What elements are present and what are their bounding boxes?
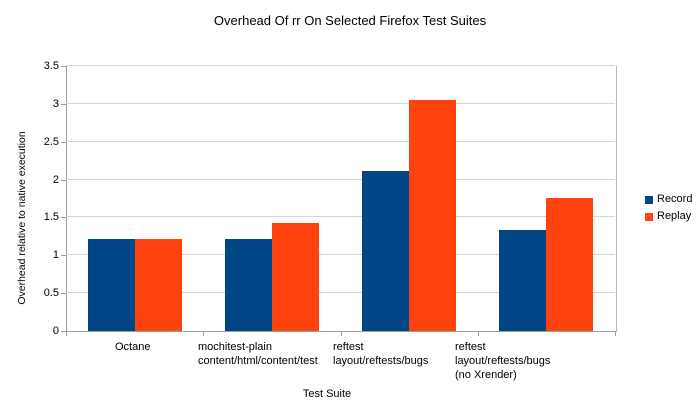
category-label-line: reftest xyxy=(455,341,486,353)
y-tick-label: 1 xyxy=(52,249,59,262)
category-label-line: reftest xyxy=(333,341,364,353)
y-tick-label: 3 xyxy=(52,97,59,110)
category-label-line: content/html/content/test xyxy=(198,355,318,367)
y-tick-label: 3.5 xyxy=(43,60,59,72)
bar-record xyxy=(87,239,135,331)
bar-replay xyxy=(134,239,182,331)
x-axis-tick xyxy=(615,332,616,336)
legend-item-replay: Replay xyxy=(645,211,692,222)
y-tick-label: 0.5 xyxy=(43,287,59,300)
bar-record xyxy=(499,229,547,331)
gridline xyxy=(66,140,615,142)
gridline xyxy=(66,216,615,218)
y-axis-tick xyxy=(61,331,66,332)
bar-replay xyxy=(271,222,319,331)
y-axis-tick xyxy=(61,217,66,219)
category-label: reftest layout/reftests/bugs xyxy=(333,340,428,368)
y-axis-tick xyxy=(61,103,66,105)
gridline xyxy=(66,254,615,256)
category-label: reftest layout/reftests/bugs (no Xrender) xyxy=(455,340,550,382)
y-axis-tick xyxy=(61,141,66,143)
gridline xyxy=(66,65,615,66)
x-axis-tick xyxy=(340,332,342,336)
bar-record xyxy=(362,171,410,331)
chart-title: Overhead Of rr On Selected Firefox Test … xyxy=(213,13,487,28)
x-axis-tick xyxy=(66,332,67,336)
y-tick-label: 2 xyxy=(52,173,59,186)
category-label-line: Octane xyxy=(115,341,151,353)
gridline xyxy=(66,102,615,104)
bar-replay xyxy=(546,197,594,331)
category-label-line: layout/reftests/bugs xyxy=(455,355,551,367)
legend-item-record: Record xyxy=(645,194,692,205)
plot-area xyxy=(66,66,617,332)
legend-label: Record xyxy=(657,193,693,205)
category-label: mochitest-plain content/html/content/test xyxy=(198,340,318,368)
y-axis-tick xyxy=(61,179,66,181)
x-axis-tick xyxy=(477,332,479,336)
gridline xyxy=(66,178,615,180)
x-axis-tick xyxy=(203,332,205,336)
y-tick-label: 1.5 xyxy=(43,211,59,224)
y-axis-tick xyxy=(61,66,66,67)
legend: Record Replay xyxy=(645,194,692,222)
y-axis-tick xyxy=(61,293,66,295)
y-tick-label: 2.5 xyxy=(43,135,59,148)
legend-label: Replay xyxy=(657,210,692,222)
category-label-line: mochitest-plain xyxy=(198,341,272,353)
category-label: Octane xyxy=(115,340,150,354)
legend-swatch-icon xyxy=(645,195,653,204)
x-axis-title: Test Suite xyxy=(302,388,352,400)
category-label-line: layout/reftests/bugs xyxy=(333,355,429,367)
y-tick-label: 0 xyxy=(52,325,59,337)
gridline xyxy=(66,292,615,294)
category-label-line: (no Xrender) xyxy=(455,369,517,381)
bar-replay xyxy=(409,100,457,331)
bar-record xyxy=(224,239,272,331)
y-axis-tick xyxy=(61,255,66,257)
legend-swatch-icon xyxy=(645,212,653,221)
